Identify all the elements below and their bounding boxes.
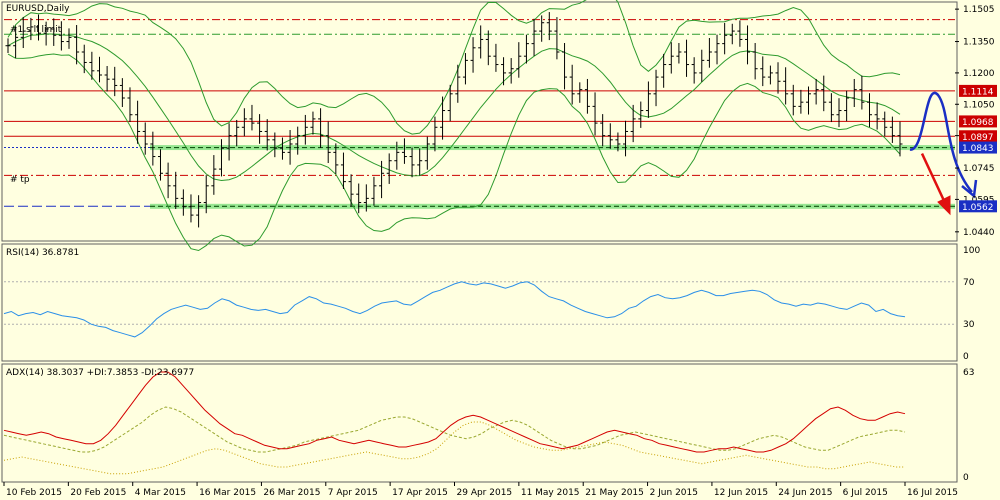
level-label-box-4	[959, 130, 997, 143]
sell-limit-annotation: #1 s ll limit	[10, 25, 62, 35]
adx-tick-0: 63	[963, 368, 974, 378]
x-tick-label-2: 4 Mar 2015	[135, 488, 186, 498]
level-label-box-3	[959, 115, 997, 128]
x-tick-label-7: 29 Apr 2015	[457, 488, 513, 498]
x-tick-label-0: 10 Feb 2015	[6, 488, 62, 498]
level-label-3: 1.0968	[962, 118, 994, 128]
bollinger-lower	[7, 53, 901, 252]
rsi-tick-1: 70	[963, 278, 975, 288]
rsi-tick-0: 100	[963, 246, 980, 256]
y-tick-label-1: 1.1350	[963, 38, 995, 48]
rsi-panel	[1, 243, 958, 362]
rsi-tick-3: 0	[963, 352, 969, 362]
di-plus-line	[3, 421, 905, 475]
di-minus-line	[3, 406, 906, 453]
red-arrow-shaft	[920, 153, 948, 206]
blue-projection-curve	[909, 91, 973, 193]
symbol-title: EURUSD,Daily	[6, 4, 70, 14]
y-tick-label-7: 1.0440	[963, 228, 995, 238]
level-label-box-7	[959, 200, 997, 213]
bollinger-upper	[7, 0, 901, 135]
y-tick-label-2: 1.1200	[963, 69, 995, 79]
level-label-5: 1.0843	[962, 144, 994, 154]
x-tick-label-14: 16 Jul 2015	[907, 488, 958, 498]
tp-annotation: # tp	[10, 175, 30, 185]
rsi-tick-2: 30	[963, 320, 975, 330]
adx-tick-1: 0	[963, 473, 969, 483]
x-tick-label-13: 6 Jul 2015	[843, 488, 888, 498]
x-tick-label-11: 12 Jun 2015	[714, 488, 768, 498]
level-label-7: 1.0562	[962, 203, 994, 213]
adx-line	[3, 371, 906, 453]
rsi-label: RSI(14) 36.8781	[6, 248, 79, 258]
blue-projection-arrowhead	[961, 179, 978, 199]
x-tick-label-8: 11 May 2015	[521, 488, 580, 498]
x-tick-label-5: 7 Apr 2015	[328, 488, 378, 498]
y-tick-label-0: 1.1505	[963, 5, 995, 15]
x-tick-label-12: 24 Jun 2015	[778, 488, 832, 498]
x-tick-label-4: 26 Mar 2015	[263, 488, 320, 498]
x-tick-label-6: 17 Apr 2015	[392, 488, 448, 498]
adx-label: ADX(14) 38.3037 +DI:7.3853 -DI:23.6977	[6, 368, 194, 378]
level-label-box-2	[959, 84, 997, 97]
bollinger-middle	[7, 33, 901, 182]
y-tick-label-5: 1.0745	[963, 164, 995, 174]
adx-panel	[1, 363, 958, 483]
rsi-line	[3, 281, 906, 338]
x-tick-label-1: 20 Feb 2015	[70, 488, 126, 498]
red-arrow-head	[937, 195, 951, 216]
level-label-4: 1.0897	[962, 133, 994, 143]
x-tick-label-9: 21 May 2015	[585, 488, 644, 498]
x-tick-label-10: 2 Jun 2015	[650, 488, 698, 498]
level-label-box-5	[959, 141, 997, 154]
y-tick-label-3: 1.1050	[963, 100, 995, 110]
x-tick-label-3: 16 Mar 2015	[199, 488, 256, 498]
level-label-2: 1.1114	[962, 87, 994, 97]
